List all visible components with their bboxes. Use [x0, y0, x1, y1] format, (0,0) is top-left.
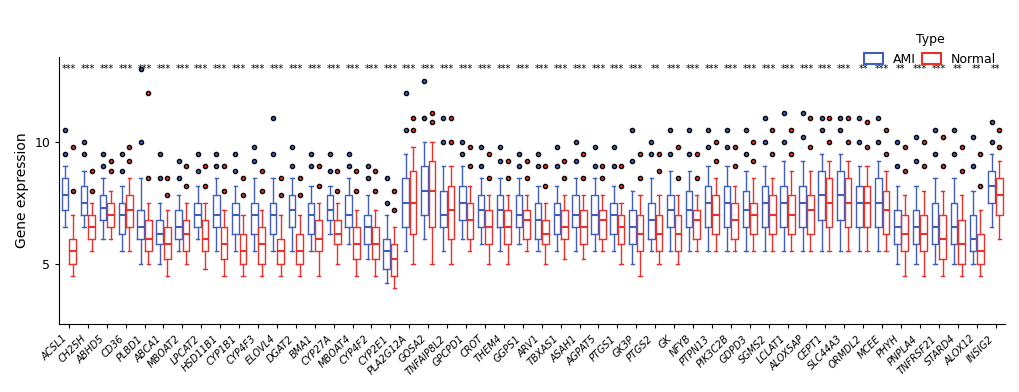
Text: ***: *** — [364, 64, 378, 74]
Text: ***: *** — [194, 64, 208, 74]
Text: ***: *** — [629, 64, 643, 74]
Text: ***: *** — [817, 64, 832, 74]
Text: ***: *** — [780, 64, 794, 74]
Text: ***: *** — [62, 64, 76, 74]
Text: ***: *** — [345, 64, 360, 74]
Text: ***: *** — [308, 64, 322, 74]
Text: ***: *** — [742, 64, 756, 74]
Text: ***: *** — [534, 64, 548, 74]
Text: ***: *** — [666, 64, 681, 74]
Text: ***: *** — [383, 64, 397, 74]
Text: ***: *** — [704, 64, 718, 74]
Text: ***: *** — [175, 64, 190, 74]
Text: **: ** — [952, 64, 962, 74]
Text: ***: *** — [100, 64, 114, 74]
Text: ***: *** — [496, 64, 511, 74]
Text: ***: *** — [685, 64, 699, 74]
Text: ***: *** — [874, 64, 889, 74]
Text: ***: *** — [138, 64, 152, 74]
Text: ***: *** — [799, 64, 813, 74]
Text: ***: *** — [439, 64, 453, 74]
Y-axis label: Gene expression: Gene expression — [15, 133, 29, 249]
Text: ***: *** — [761, 64, 775, 74]
Text: ***: *** — [912, 64, 926, 74]
Text: **: ** — [896, 64, 905, 74]
Text: ***: *** — [553, 64, 568, 74]
Text: ***: *** — [516, 64, 530, 74]
Text: ***: *** — [81, 64, 95, 74]
Text: ***: *** — [572, 64, 586, 74]
Text: ***: *** — [288, 64, 303, 74]
Legend: AMI, Normal: AMI, Normal — [861, 31, 998, 68]
Text: ***: *** — [421, 64, 435, 74]
Text: ***: *** — [609, 64, 624, 74]
Text: ***: *** — [930, 64, 945, 74]
Text: ***: *** — [156, 64, 170, 74]
Text: ***: *** — [401, 64, 416, 74]
Text: **: ** — [858, 64, 867, 74]
Text: ***: *** — [326, 64, 340, 74]
Text: ***: *** — [231, 64, 246, 74]
Text: ***: *** — [459, 64, 473, 74]
Text: ***: *** — [477, 64, 491, 74]
Text: **: ** — [650, 64, 659, 74]
Text: ***: *** — [722, 64, 737, 74]
Text: ***: *** — [837, 64, 851, 74]
Text: ***: *** — [118, 64, 132, 74]
Text: ***: *** — [251, 64, 265, 74]
Text: ***: *** — [591, 64, 605, 74]
Text: ***: *** — [270, 64, 283, 74]
Text: ***: *** — [213, 64, 227, 74]
Text: **: ** — [971, 64, 980, 74]
Text: **: ** — [989, 64, 1000, 74]
